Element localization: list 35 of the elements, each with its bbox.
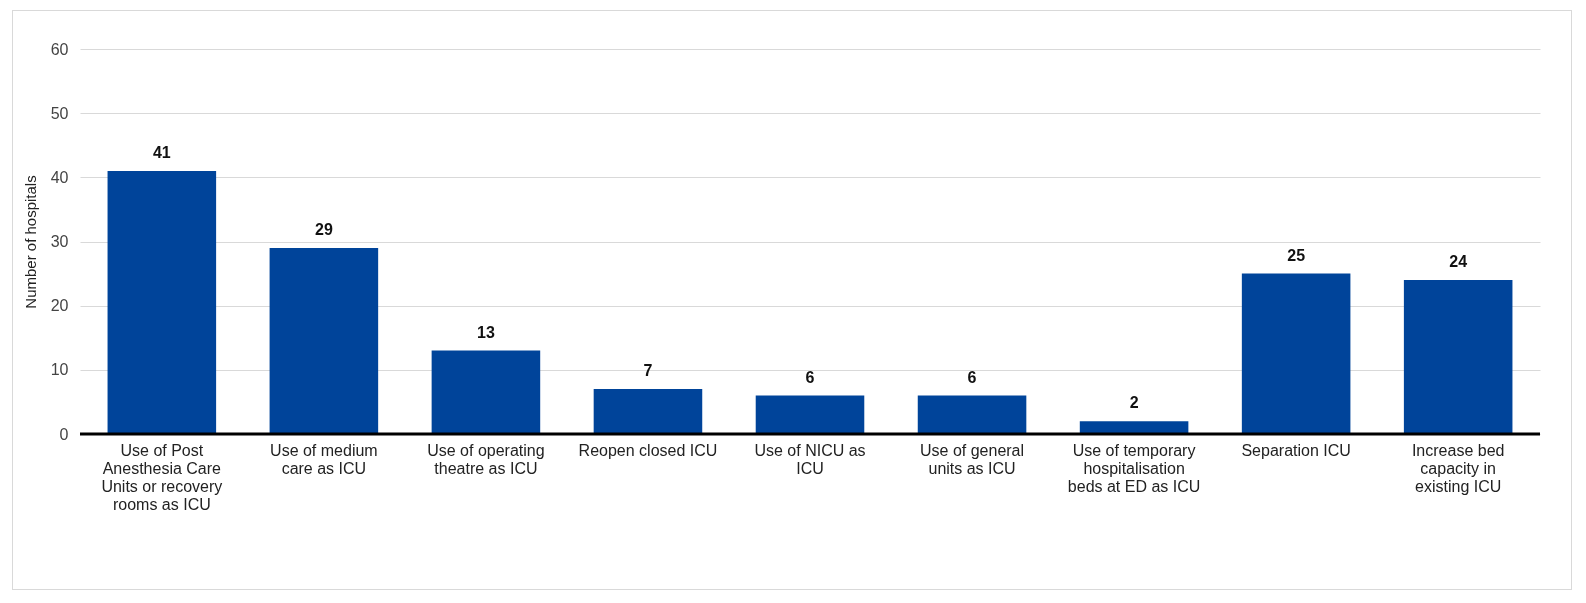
data-label: 29 [314, 220, 333, 238]
bar [755, 395, 865, 434]
data-label: 41 [152, 143, 171, 161]
bar [917, 395, 1027, 434]
bar [1079, 421, 1189, 434]
x-tick-label: Increase bed capacity in existing ICU [1411, 441, 1505, 495]
bar [269, 247, 379, 434]
x-tick-label: Use of Post Anesthesia Care Units or recovery rooms as ICU [101, 441, 223, 513]
y-tick-label: 30 [50, 233, 69, 250]
data-label: 13 [477, 323, 495, 341]
data-label: 6 [967, 368, 977, 386]
y-axis-title: Number of hospitals [21, 175, 39, 309]
x-tick-label: Use of NICU as ICU [754, 441, 866, 477]
y-tick-label: 50 [50, 104, 69, 122]
x-tick-label: Use of operating theatre as ICU [427, 441, 545, 477]
x-tick-label: Separation ICU [1241, 441, 1351, 459]
data-label: 25 [1287, 246, 1306, 264]
bar [1241, 273, 1351, 434]
x-tick-label: Use of temporary hospitalisation beds at ED as ICU [1067, 441, 1201, 495]
y-tick-label: 60 [50, 40, 69, 58]
bar [431, 350, 541, 434]
y-tick-label: 0 [59, 425, 69, 443]
data-label: 7 [643, 362, 653, 380]
data-label: 6 [805, 368, 815, 386]
data-label: 2 [1129, 394, 1139, 412]
bar [107, 170, 217, 434]
x-tick-label: Use of general units as ICU [920, 441, 1025, 477]
bar [1403, 280, 1513, 434]
data-label: 24 [1449, 253, 1468, 270]
y-tick-label: 40 [50, 168, 69, 186]
x-tick-label: Use of medium care as ICU [270, 441, 378, 477]
x-tick-label: Reopen closed ICU [578, 441, 718, 459]
y-tick-label: 20 [50, 297, 69, 315]
bar [593, 389, 703, 434]
y-tick-label: 10 [50, 361, 69, 379]
